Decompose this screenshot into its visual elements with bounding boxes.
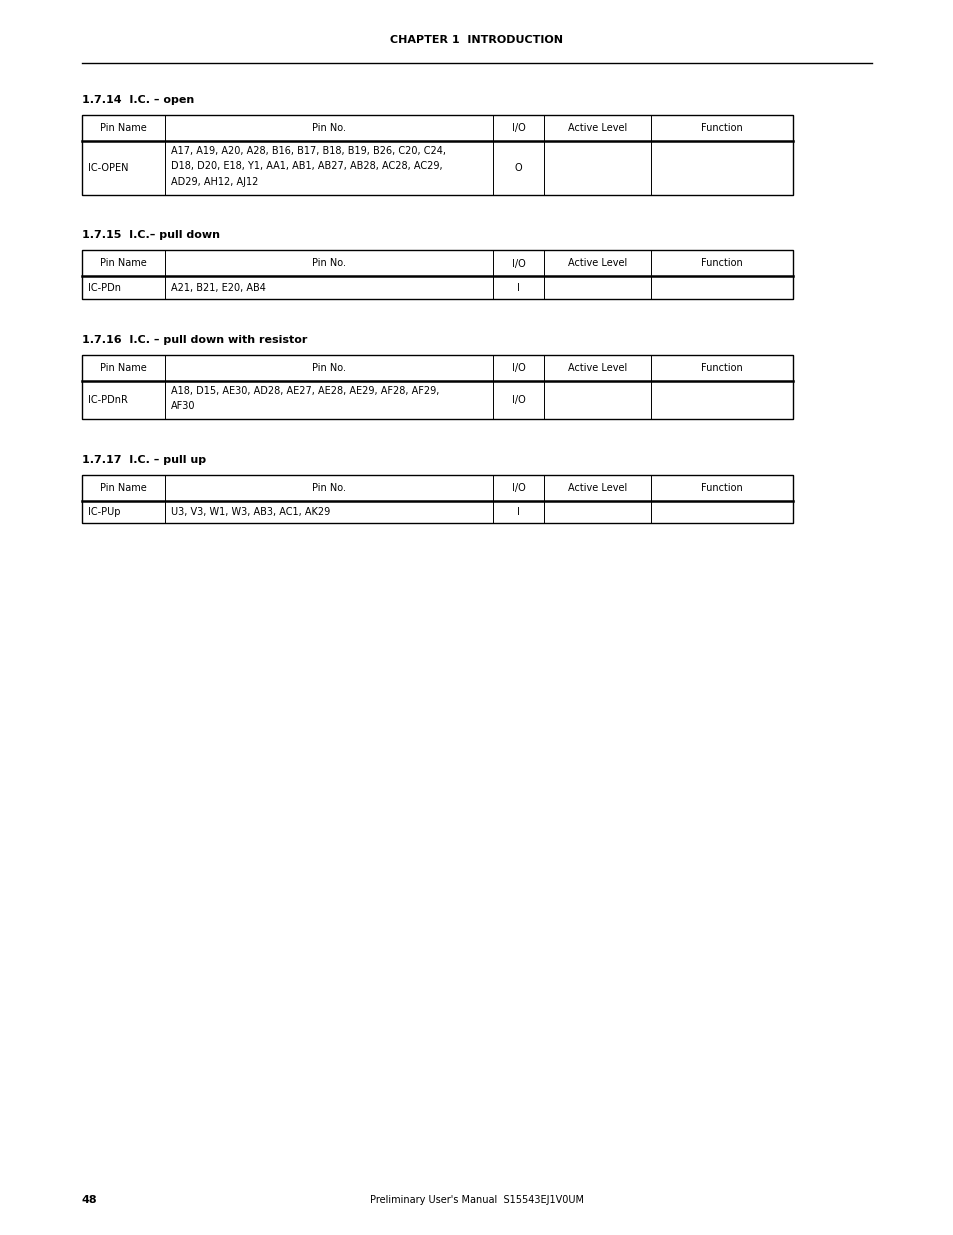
Text: 1.7.14  I.C. – open: 1.7.14 I.C. – open	[82, 95, 194, 105]
Text: AF30: AF30	[171, 401, 195, 411]
Text: IC-OPEN: IC-OPEN	[88, 163, 129, 173]
Bar	[543, 277, 650, 299]
Bar	[493, 251, 543, 277]
Bar	[82, 501, 165, 524]
Bar	[493, 475, 543, 501]
Text: IC-PDnR: IC-PDnR	[88, 395, 128, 405]
Bar	[650, 354, 792, 382]
Text: Active Level: Active Level	[567, 363, 626, 373]
Bar	[543, 475, 650, 501]
Text: Active Level: Active Level	[567, 258, 626, 268]
Bar	[165, 382, 493, 419]
Bar	[82, 475, 165, 501]
Bar	[82, 115, 165, 141]
Text: Function: Function	[700, 124, 742, 133]
Bar	[493, 115, 543, 141]
Text: I/O: I/O	[511, 124, 525, 133]
Bar	[493, 354, 543, 382]
Bar	[493, 382, 543, 419]
Bar	[650, 141, 792, 194]
Bar	[82, 251, 792, 299]
Bar	[82, 277, 165, 299]
Bar	[82, 475, 792, 524]
Text: 1.7.16  I.C. – pull down with resistor: 1.7.16 I.C. – pull down with resistor	[82, 335, 307, 345]
Text: A21, B21, E20, AB4: A21, B21, E20, AB4	[171, 283, 266, 293]
Text: I: I	[517, 508, 519, 517]
Bar	[543, 501, 650, 524]
Text: Pin Name: Pin Name	[100, 363, 147, 373]
Text: D18, D20, E18, Y1, AA1, AB1, AB27, AB28, AC28, AC29,: D18, D20, E18, Y1, AA1, AB1, AB27, AB28,…	[171, 162, 442, 172]
Bar	[650, 277, 792, 299]
Bar	[165, 115, 493, 141]
Bar	[165, 354, 493, 382]
Bar	[650, 501, 792, 524]
Bar	[493, 501, 543, 524]
Text: I/O: I/O	[511, 483, 525, 493]
Text: CHAPTER 1  INTRODUCTION: CHAPTER 1 INTRODUCTION	[390, 35, 563, 44]
Bar	[493, 277, 543, 299]
Bar	[650, 251, 792, 277]
Text: IC-PUp: IC-PUp	[88, 508, 120, 517]
Bar	[82, 354, 165, 382]
Text: I: I	[517, 283, 519, 293]
Text: Function: Function	[700, 483, 742, 493]
Text: O: O	[514, 163, 521, 173]
Text: Pin Name: Pin Name	[100, 483, 147, 493]
Text: Function: Function	[700, 363, 742, 373]
Bar	[543, 354, 650, 382]
Bar	[82, 115, 792, 194]
Bar	[82, 354, 792, 419]
Text: Active Level: Active Level	[567, 124, 626, 133]
Bar	[650, 475, 792, 501]
Bar	[82, 382, 165, 419]
Bar	[82, 251, 165, 277]
Bar	[543, 141, 650, 194]
Text: Pin Name: Pin Name	[100, 124, 147, 133]
Text: Pin No.: Pin No.	[312, 124, 346, 133]
Bar	[82, 141, 165, 194]
Text: Pin No.: Pin No.	[312, 258, 346, 268]
Text: Pin No.: Pin No.	[312, 363, 346, 373]
Bar	[650, 382, 792, 419]
Text: Active Level: Active Level	[567, 483, 626, 493]
Bar	[165, 141, 493, 194]
Bar	[493, 141, 543, 194]
Bar	[543, 115, 650, 141]
Text: U3, V3, W1, W3, AB3, AC1, AK29: U3, V3, W1, W3, AB3, AC1, AK29	[171, 508, 330, 517]
Bar	[650, 115, 792, 141]
Text: 1.7.17  I.C. – pull up: 1.7.17 I.C. – pull up	[82, 454, 206, 466]
Bar	[165, 475, 493, 501]
Text: Preliminary User's Manual  S15543EJ1V0UM: Preliminary User's Manual S15543EJ1V0UM	[370, 1195, 583, 1205]
Text: A18, D15, AE30, AD28, AE27, AE28, AE29, AF28, AF29,: A18, D15, AE30, AD28, AE27, AE28, AE29, …	[171, 387, 439, 396]
Text: I/O: I/O	[511, 363, 525, 373]
Text: Pin Name: Pin Name	[100, 258, 147, 268]
Text: 1.7.15  I.C.– pull down: 1.7.15 I.C.– pull down	[82, 231, 220, 241]
Bar	[165, 501, 493, 524]
Bar	[165, 251, 493, 277]
Bar	[165, 277, 493, 299]
Text: Pin No.: Pin No.	[312, 483, 346, 493]
Text: Function: Function	[700, 258, 742, 268]
Text: I/O: I/O	[511, 258, 525, 268]
Bar	[543, 251, 650, 277]
Text: AD29, AH12, AJ12: AD29, AH12, AJ12	[171, 177, 258, 186]
Text: A17, A19, A20, A28, B16, B17, B18, B19, B26, C20, C24,: A17, A19, A20, A28, B16, B17, B18, B19, …	[171, 146, 445, 156]
Text: IC-PDn: IC-PDn	[88, 283, 121, 293]
Text: 48: 48	[82, 1195, 97, 1205]
Bar	[543, 382, 650, 419]
Text: I/O: I/O	[511, 395, 525, 405]
